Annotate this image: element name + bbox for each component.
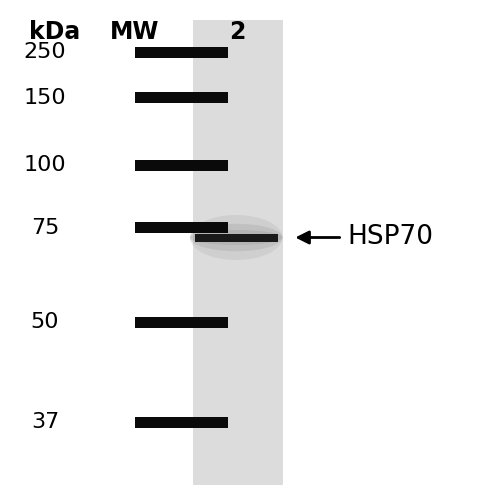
Text: 150: 150 [24,88,66,108]
Text: 100: 100 [24,155,66,175]
Text: 50: 50 [31,312,60,332]
Text: 75: 75 [31,218,59,238]
Text: 37: 37 [31,412,59,432]
Ellipse shape [190,215,282,260]
Bar [135,47,228,58]
Bar [192,20,282,485]
Bar [135,222,228,233]
Ellipse shape [190,224,282,251]
Text: 2: 2 [230,20,246,44]
Bar [195,234,278,241]
Text: MW: MW [110,20,160,44]
Text: kDa: kDa [30,20,80,44]
Ellipse shape [190,230,282,245]
Bar [135,417,228,428]
Text: HSP70: HSP70 [348,224,434,250]
Text: 250: 250 [24,42,66,62]
Bar [135,317,228,328]
Bar [135,160,228,170]
Bar [135,92,228,103]
